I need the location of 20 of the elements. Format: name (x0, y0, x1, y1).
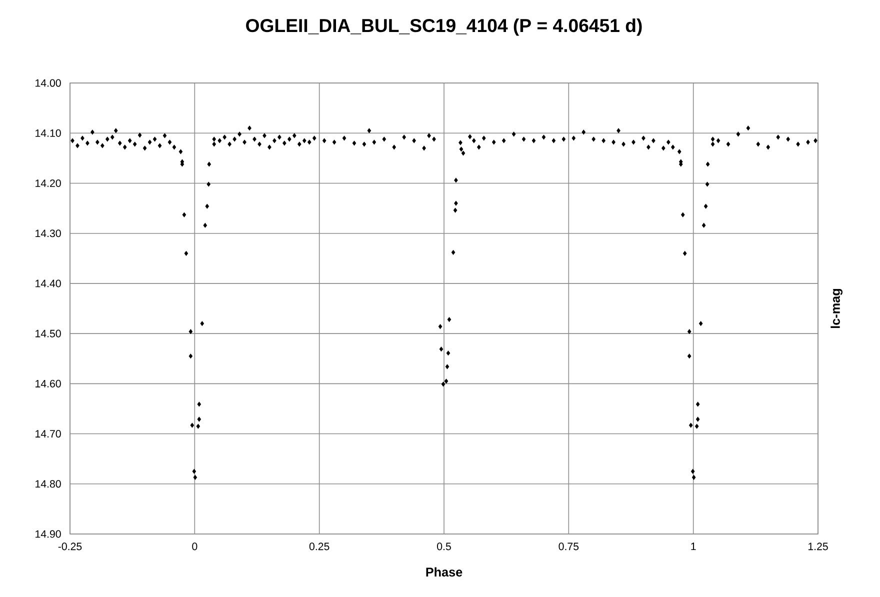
x-tick-label: -0.25 (58, 542, 82, 550)
x-tick-label: 0.25 (309, 542, 330, 550)
x-tick-label: 1 (691, 542, 696, 550)
y-tick-label: 14.40 (36, 280, 61, 288)
x-tick-label: 0 (192, 542, 198, 550)
y-tick-label: 14.60 (36, 380, 61, 388)
y-tick-label: 14.30 (36, 230, 61, 238)
x-tick-label: 0.75 (558, 542, 579, 550)
y-tick-label: 14.10 (36, 129, 61, 137)
y-axis-title: lc-mag (830, 289, 842, 328)
y-tick-label: 14.50 (36, 330, 61, 338)
y-tick-label: 14.00 (36, 79, 61, 87)
chart-title: OGLEII_DIA_BUL_SC19_4104 (P = 4.06451 d) (246, 18, 642, 36)
y-tick-label: 14.20 (36, 179, 61, 187)
y-tick-label: 14.70 (36, 430, 61, 438)
x-tick-label: 1.25 (808, 542, 828, 550)
x-axis-title: Phase (426, 567, 462, 577)
y-tick-label: 14.80 (36, 480, 61, 488)
y-tick-label: 14.90 (36, 530, 61, 538)
x-tick-label: 0.5 (437, 542, 451, 550)
